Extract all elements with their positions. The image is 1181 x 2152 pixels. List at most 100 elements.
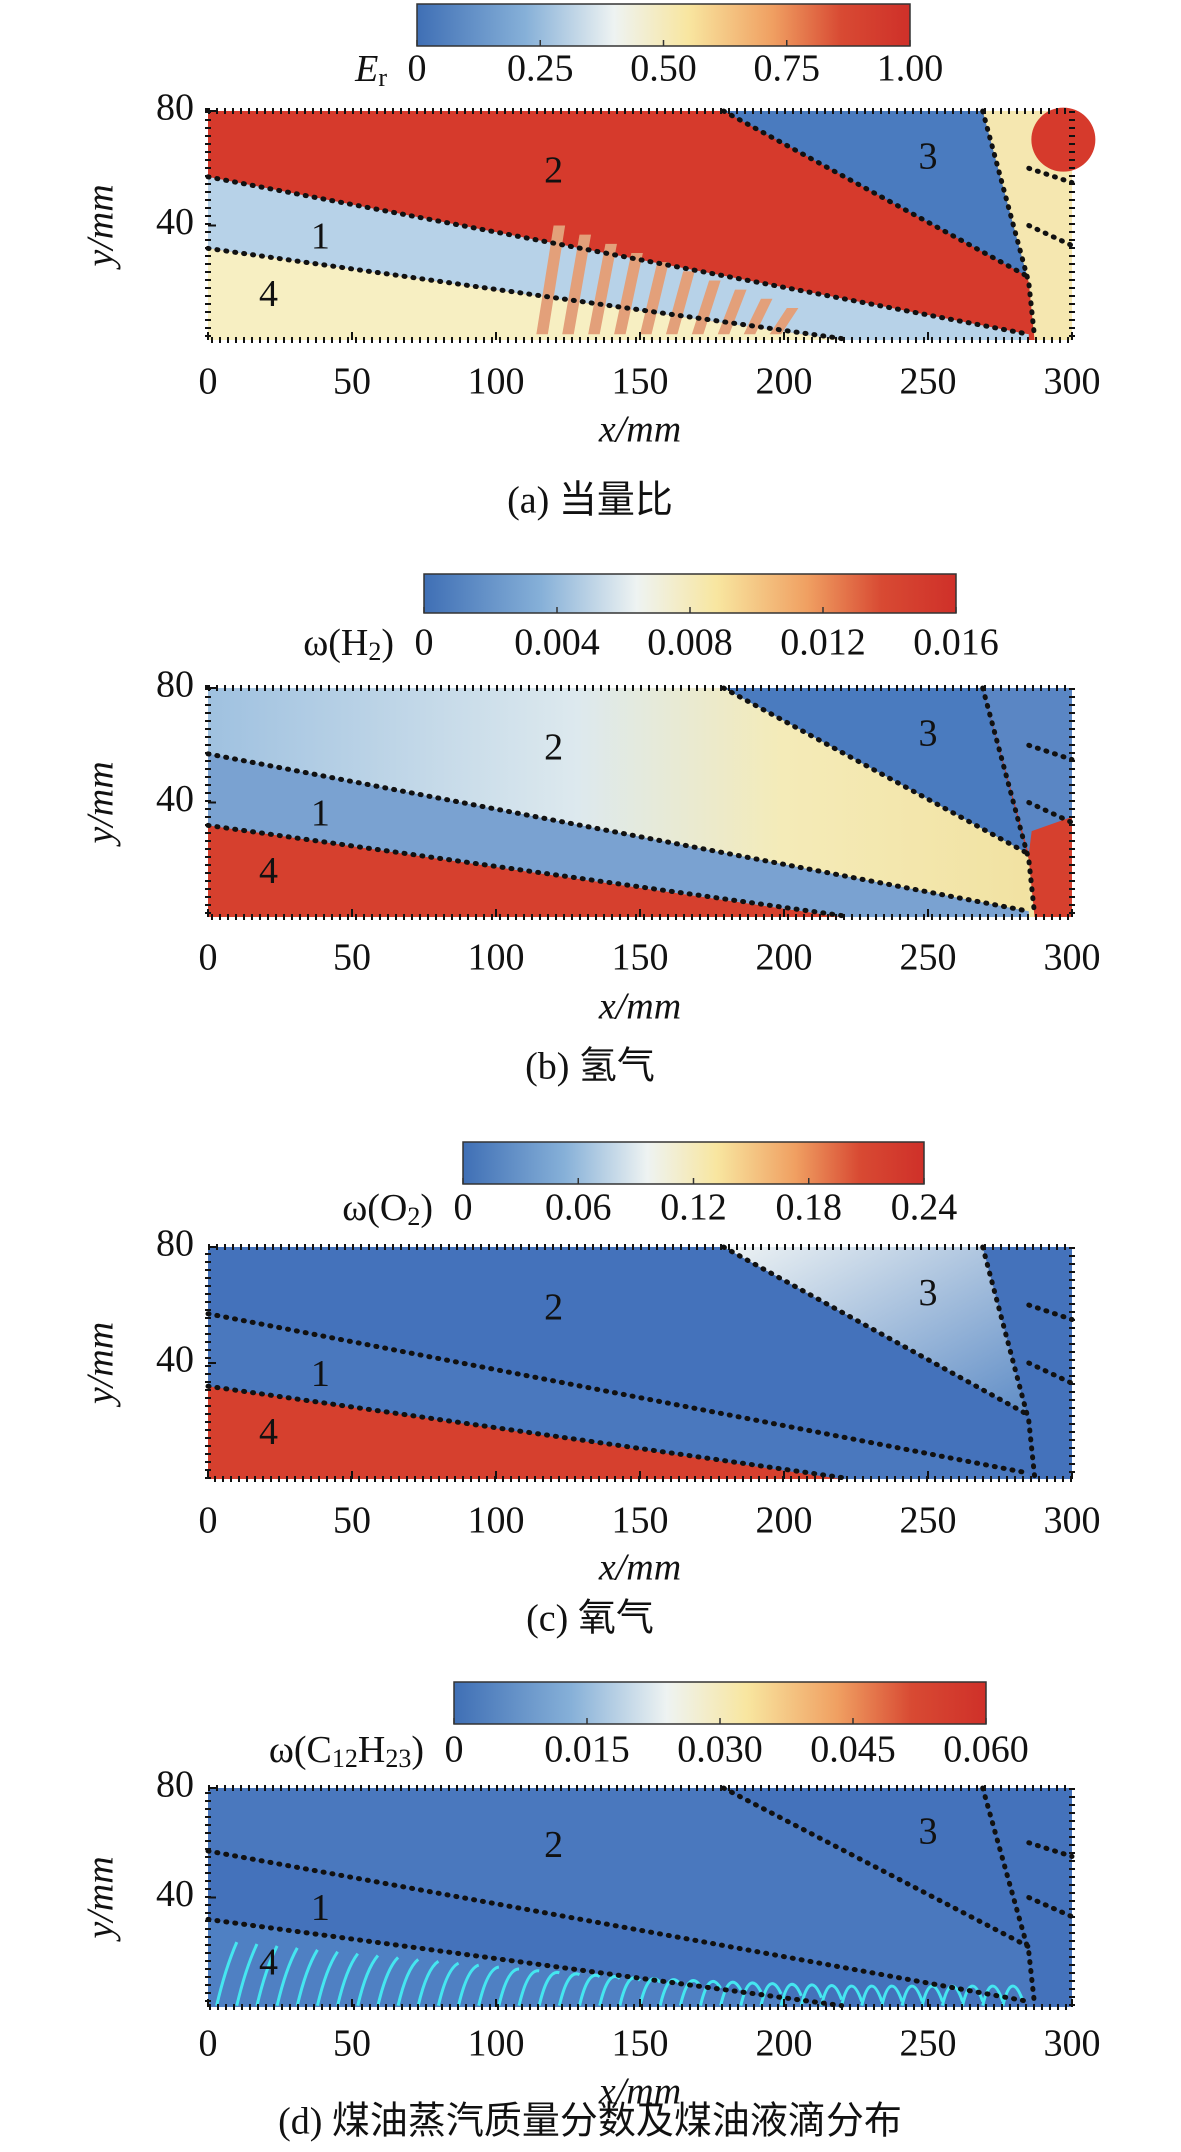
colorbar-tick-label: 0 <box>415 622 434 664</box>
droplet-streak <box>477 1965 500 2006</box>
colorbar <box>416 3 911 47</box>
field-streak <box>665 271 695 335</box>
y-tick-label: 80 <box>156 664 194 706</box>
colorbar-tick-label: 0.50 <box>630 48 697 90</box>
dashed-boundary <box>1026 800 1075 826</box>
colorbar-tick-label: 0.012 <box>780 622 866 664</box>
colorbar-tick-label: 0 <box>445 1729 464 1771</box>
colorbar-tick-label: 0.045 <box>810 1729 896 1771</box>
dashed-boundary <box>205 1383 845 1481</box>
dashed-boundary <box>205 1916 845 2009</box>
x-tick-label: 50 <box>333 361 371 403</box>
x-tick-label: 250 <box>900 937 957 979</box>
x-tick-label: 50 <box>333 937 371 979</box>
x-axis-label: x/mm <box>598 1547 681 1589</box>
y-axis-label: y/mm <box>80 1856 122 1942</box>
field-streak <box>691 280 721 335</box>
dashed-boundary <box>205 822 845 919</box>
x-tick-label: 50 <box>333 1500 371 1542</box>
colorbar-label-part: r <box>378 63 387 92</box>
colorbar-tick-label: 0.015 <box>544 1729 630 1771</box>
x-axis-label: x/mm <box>598 2071 681 2113</box>
region-label: 2 <box>544 150 563 192</box>
x-tick-label: 0 <box>199 937 218 979</box>
region-label: 1 <box>311 793 330 835</box>
region-label: 2 <box>544 1287 563 1329</box>
dashed-boundary <box>1026 1302 1075 1322</box>
region-label: 4 <box>259 850 278 892</box>
y-tick-label: 80 <box>156 87 194 129</box>
region-field <box>208 1386 842 1479</box>
caption: (b) 氢气 <box>525 1046 655 1088</box>
droplet-streak <box>396 1958 420 2006</box>
x-tick-label: 200 <box>756 361 813 403</box>
colorbar-label: ω(O2) <box>342 1187 433 1231</box>
colorbar-label-part: 12 <box>332 1744 358 1773</box>
dashed-boundary <box>980 1244 1038 1479</box>
droplet-streak <box>1001 1984 1025 2006</box>
x-tick-label: 300 <box>1044 2023 1101 2065</box>
colorbar-tick-label: 0.030 <box>677 1729 763 1771</box>
x-tick-label: 0 <box>199 2023 218 2065</box>
colorbar <box>462 1141 925 1185</box>
colorbar-label-part: E <box>354 48 378 90</box>
droplet-streak <box>336 1952 359 2006</box>
droplet-streak <box>900 1984 924 2006</box>
x-tick-label: 150 <box>612 2023 669 2065</box>
field-streak <box>588 243 617 335</box>
droplet-streak <box>860 1984 884 2006</box>
droplet-streak <box>235 1943 259 2006</box>
y-axis-label: y/mm <box>80 1322 122 1408</box>
region-label: 3 <box>919 135 938 177</box>
droplet-streak <box>961 1984 985 2006</box>
region-label: 3 <box>919 1810 938 1852</box>
colorbar-tick-label: 0.12 <box>660 1187 727 1229</box>
colorbar-label-part: ) <box>411 1729 424 1771</box>
droplet-streak <box>638 1977 662 2006</box>
caption: (d) 煤油蒸汽质量分数及煤油液滴分布 <box>278 2101 902 2143</box>
region-label: 3 <box>919 1272 938 1314</box>
x-tick-label: 100 <box>468 2023 525 2065</box>
region-field <box>208 1788 1029 2002</box>
colorbar-label-part: ω(C <box>269 1729 332 1771</box>
dashed-boundary <box>1026 165 1075 186</box>
colorbar <box>453 1681 987 1725</box>
y-tick-label: 40 <box>156 1873 194 1915</box>
colorbar-tick-label: 0.24 <box>891 1187 958 1229</box>
dashed-boundary <box>1026 1895 1075 1920</box>
region-label: 4 <box>259 1411 278 1453</box>
x-tick-label: 150 <box>612 1500 669 1542</box>
colorbar-tick-label: 0.016 <box>913 622 999 664</box>
droplet-streak <box>255 1945 279 2006</box>
colorbar-tick-label: 0.25 <box>507 48 574 90</box>
field-blob <box>1031 107 1096 172</box>
dashed-boundary <box>1026 1840 1075 1859</box>
colorbar-label: ω(H2) <box>303 622 394 666</box>
x-tick-label: 100 <box>468 1500 525 1542</box>
droplet-streak <box>739 1981 763 2006</box>
colorbar-tick-label: 0.060 <box>943 1729 1029 1771</box>
x-tick-label: 200 <box>756 937 813 979</box>
region-label: 4 <box>259 273 278 315</box>
region-label: 3 <box>919 712 938 754</box>
droplet-streak <box>920 1984 944 2006</box>
colorbar-label: ω(C12H23) <box>269 1729 424 1773</box>
dashed-boundary <box>205 174 1032 337</box>
x-tick-label: 150 <box>612 937 669 979</box>
droplet-streak <box>215 1941 239 2006</box>
colorbar-label-part: 2 <box>368 637 381 666</box>
region-label: 1 <box>311 1887 330 1929</box>
x-tick-label: 300 <box>1044 937 1101 979</box>
x-tick-label: 200 <box>756 1500 813 1542</box>
x-tick-label: 0 <box>199 1500 218 1542</box>
droplet-streak <box>517 1969 540 2006</box>
colorbar-label-part: ) <box>381 622 394 664</box>
colorbar-label: Er <box>354 48 387 92</box>
region-label: 2 <box>544 1824 563 1866</box>
x-tick-label: 100 <box>468 937 525 979</box>
y-axis-label: y/mm <box>80 761 122 847</box>
x-axis-label: x/mm <box>598 409 681 451</box>
colorbar-label-part: 2 <box>407 1202 420 1231</box>
region-field <box>208 111 1029 335</box>
region-label: 4 <box>259 1942 278 1984</box>
